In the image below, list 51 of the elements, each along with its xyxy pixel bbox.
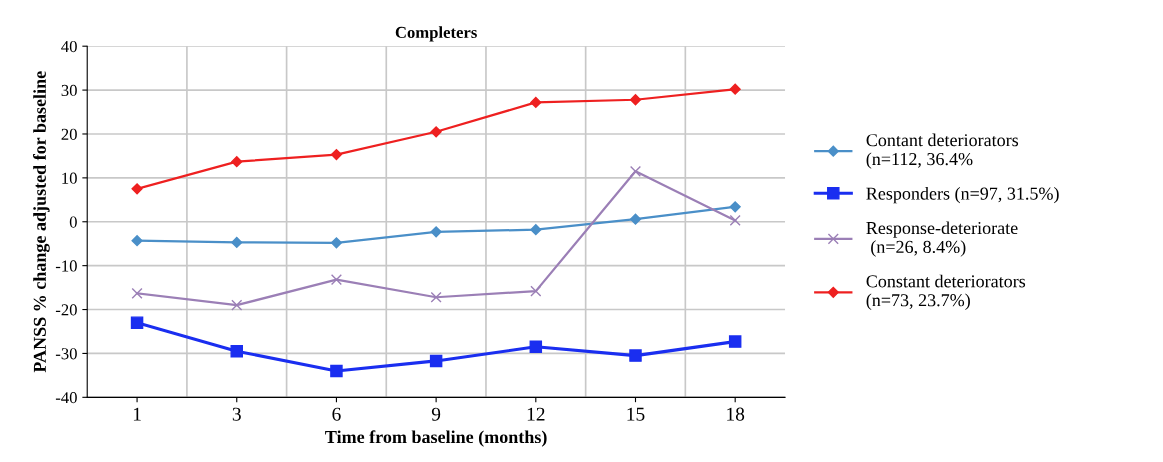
point xyxy=(231,156,243,168)
legend-label: Response-deteriorate (n=26, 8.4%) xyxy=(866,221,1018,257)
point xyxy=(131,183,143,195)
point xyxy=(530,96,542,108)
point xyxy=(231,299,243,311)
point xyxy=(729,201,741,213)
x-tick-label: 1 xyxy=(133,407,141,421)
y-tick-label: -40 xyxy=(55,392,77,404)
legend-label: Constant deteriorators (n=73, 23.7%) xyxy=(866,274,1026,310)
point xyxy=(629,349,642,362)
y-tick-label: 10 xyxy=(62,172,77,184)
point xyxy=(330,149,343,161)
y-tick-label: -10 xyxy=(55,260,77,272)
y-tick-label: -30 xyxy=(55,348,77,360)
point xyxy=(729,83,741,95)
point xyxy=(629,213,642,225)
point xyxy=(429,354,443,368)
x-tick-label: 15 xyxy=(627,407,645,421)
chart-title: Completers xyxy=(395,26,477,42)
point xyxy=(131,235,143,247)
point xyxy=(330,364,343,378)
point xyxy=(430,126,442,138)
point xyxy=(629,165,642,177)
x-tick-label: 3 xyxy=(232,407,241,421)
point xyxy=(529,340,543,354)
point xyxy=(230,344,244,358)
point xyxy=(330,274,342,286)
point xyxy=(530,285,542,297)
y-tick-label: 0 xyxy=(69,216,77,228)
x-tick-label: 18 xyxy=(727,407,745,421)
legend-label: Contant deteriorators (n=112, 36.4% xyxy=(866,133,1019,169)
point xyxy=(430,291,442,303)
point xyxy=(330,237,343,249)
y-tick-label: -20 xyxy=(55,304,77,316)
x-tick-label: 6 xyxy=(332,407,341,421)
point xyxy=(430,226,442,238)
point xyxy=(729,214,741,226)
x-tick-label: 12 xyxy=(527,407,545,421)
point xyxy=(231,236,243,248)
point xyxy=(131,287,143,299)
point xyxy=(629,94,642,106)
y-tick-label: 30 xyxy=(61,84,77,97)
point xyxy=(728,335,742,348)
point xyxy=(530,224,542,236)
point xyxy=(130,316,144,329)
x-axis-title: Time from baseline (months) xyxy=(325,430,547,447)
legend-label: Responders (n=97, 31.5%) xyxy=(866,186,1059,204)
x-tick-label: 9 xyxy=(431,407,441,421)
y-tick-label: 20 xyxy=(61,128,77,140)
y-tick-label: 40 xyxy=(61,40,77,53)
y-axis-title: PANSS % change adjusted for baseline xyxy=(33,71,50,373)
